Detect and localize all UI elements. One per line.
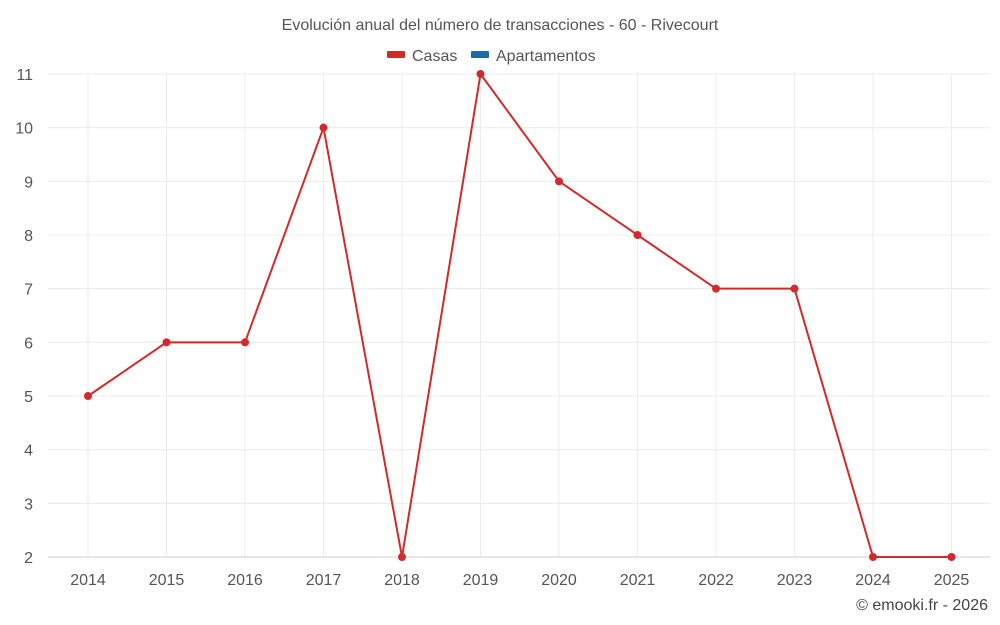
x-tick-label: 2016 <box>227 572 263 589</box>
series-line-casas <box>87 73 952 558</box>
x-axis-ticks: 2014 2015 2016 2017 2018 2019 2020 2021 2022 2023… <box>70 572 969 589</box>
legend-label-apartamentos: Apartamentos <box>496 48 596 65</box>
legend-label-casas: Casas <box>412 48 457 65</box>
y-tick-label: 5 <box>24 389 33 406</box>
y-tick-label: 9 <box>24 174 33 191</box>
data-point[interactable] <box>790 284 799 293</box>
data-point[interactable] <box>633 231 642 239</box>
data-point[interactable] <box>241 338 249 347</box>
legend-item-apartamentos[interactable]: Apartamentos <box>471 48 596 65</box>
legend-swatch-apartamentos <box>471 51 489 58</box>
y-tick-label: 4 <box>24 443 33 460</box>
x-tick-label: 2020 <box>541 572 577 589</box>
data-point[interactable] <box>869 553 877 561</box>
y-tick-label: 8 <box>24 228 33 245</box>
series-casas <box>84 70 956 561</box>
y-axis-ticks: 2 3 4 5 6 7 8 9 10 11 <box>15 67 33 567</box>
data-point[interactable] <box>476 70 485 78</box>
x-tick-label: 2019 <box>463 572 499 589</box>
legend-swatch-casas <box>387 51 405 58</box>
y-tick-label: 7 <box>24 282 33 299</box>
x-tick-label: 2022 <box>698 572 734 589</box>
data-point[interactable] <box>162 338 171 347</box>
x-tick-label: 2014 <box>70 572 106 589</box>
y-tick-label: 6 <box>24 335 33 352</box>
data-point[interactable] <box>84 392 92 400</box>
gridlines <box>48 73 990 557</box>
x-tick-label: 2015 <box>149 572 185 589</box>
data-point[interactable] <box>947 553 956 561</box>
x-tick-label: 2018 <box>384 572 420 589</box>
chart-title: Evolución anual del número de transaccio… <box>282 17 719 34</box>
x-tick-label: 2024 <box>855 572 891 589</box>
legend-item-casas[interactable]: Casas <box>387 48 457 65</box>
data-point[interactable] <box>319 123 328 132</box>
legend: Casas Apartamentos <box>387 48 596 65</box>
y-tick-label: 2 <box>24 550 33 567</box>
x-tick-label: 2025 <box>934 572 970 589</box>
credit-text: © emooki.fr - 2026 <box>856 597 988 614</box>
y-tick-label: 11 <box>16 67 33 84</box>
x-tick-label: 2023 <box>777 572 813 589</box>
data-point[interactable] <box>555 177 563 186</box>
data-point[interactable] <box>398 553 406 561</box>
data-point[interactable] <box>712 284 720 293</box>
x-tick-label: 2017 <box>306 572 342 589</box>
y-tick-label: 3 <box>24 496 33 513</box>
y-tick-label: 10 <box>15 121 33 138</box>
x-tick-label: 2021 <box>620 572 656 589</box>
